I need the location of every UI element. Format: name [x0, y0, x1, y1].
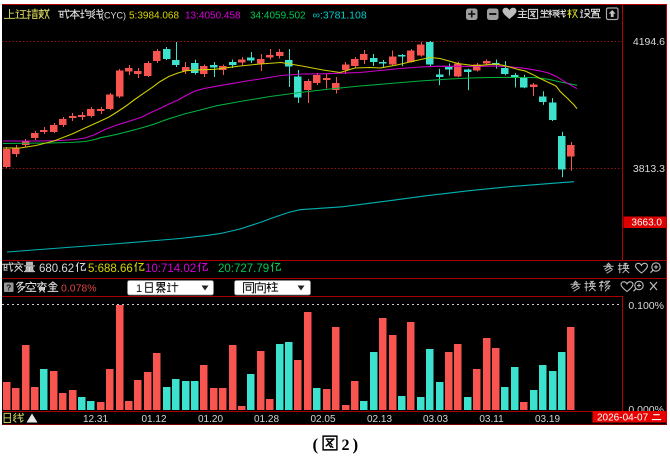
svg-text:2026-04-07: 2026-04-07: [597, 413, 649, 424]
svg-text:680.62: 680.62: [39, 263, 74, 275]
svg-text:4194.6: 4194.6: [633, 36, 665, 48]
svg-text:34:4059.502: 34:4059.502: [250, 11, 306, 22]
svg-text:03.11: 03.11: [479, 414, 504, 425]
svg-text:1: 1: [136, 283, 142, 295]
svg-text:(CYC): (CYC): [101, 11, 126, 21]
svg-text:): ): [353, 435, 359, 454]
svg-text:01.28: 01.28: [254, 414, 279, 425]
svg-text:13:4050.458: 13:4050.458: [185, 11, 241, 22]
svg-text:(: (: [313, 435, 319, 454]
svg-text:02.05: 02.05: [310, 414, 335, 425]
svg-text:10:714.02: 10:714.02: [145, 263, 196, 275]
svg-text:∞:3781.108: ∞:3781.108: [313, 10, 367, 22]
svg-text:5:3984.068: 5:3984.068: [129, 11, 179, 22]
svg-text:?: ?: [6, 283, 11, 293]
svg-text:01.12: 01.12: [141, 414, 166, 425]
svg-text:12.31: 12.31: [83, 414, 108, 425]
svg-text:5:688.66: 5:688.66: [88, 263, 133, 275]
svg-text:2: 2: [342, 437, 350, 454]
svg-text:0.100%: 0.100%: [628, 300, 664, 312]
svg-text:03.03: 03.03: [423, 414, 448, 425]
svg-text:3813.3: 3813.3: [633, 163, 665, 175]
svg-text:01.20: 01.20: [198, 414, 223, 425]
svg-text:03.19: 03.19: [535, 414, 560, 425]
svg-text:20:727.79: 20:727.79: [218, 263, 269, 275]
svg-text:02.13: 02.13: [367, 414, 392, 425]
svg-text:3663.0: 3663.0: [631, 218, 662, 229]
svg-text:0.078%: 0.078%: [61, 283, 97, 295]
